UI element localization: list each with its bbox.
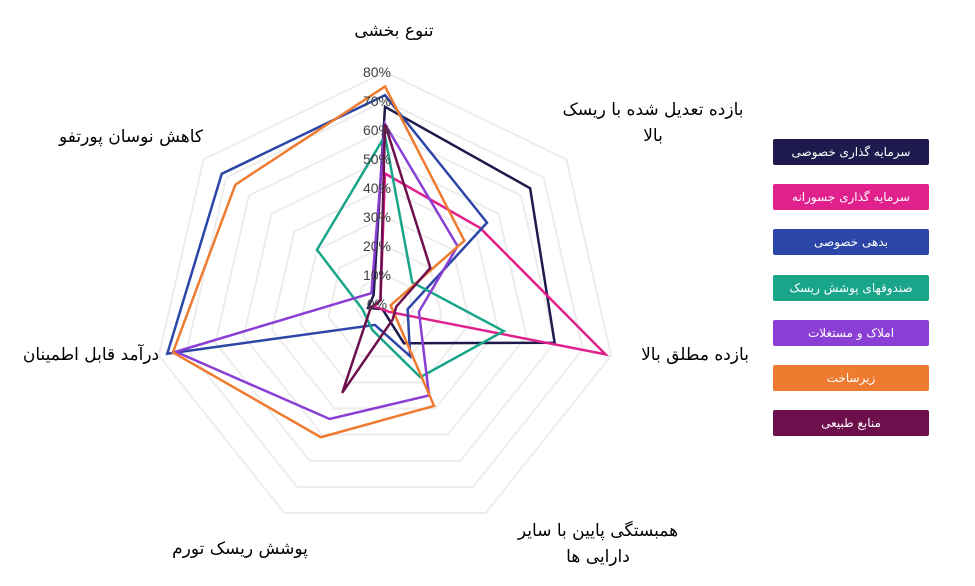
axis-label-absolute-return: بازده مطلق بالا	[641, 345, 749, 365]
legend-item-private-debt: بدهی خصوصی	[773, 229, 929, 256]
series-line-6	[171, 84, 466, 439]
radial-tick-label: 60%	[363, 122, 391, 138]
legend: سرمایه گذاری خصوصی سرمایه گذاری جسورانه …	[773, 139, 929, 455]
legend-item-hedge-funds: صندوقهای پوشش ریسک	[773, 274, 929, 301]
axis-label-volatility-reduction: کاهش نوسان پورتفو	[59, 127, 203, 147]
grid-ring	[270, 186, 500, 410]
axis-label-inflation-hedge: پوشش ریسک تورم	[172, 539, 308, 559]
series-line-7	[341, 123, 432, 394]
grid-ring	[299, 215, 471, 384]
series-line-1	[366, 104, 557, 345]
axis-label-diversification: تنوع بخشی	[354, 21, 434, 41]
radial-tick-label: 10%	[363, 267, 391, 283]
axis-label-reliable-income: درآمد قابل اطمینان	[22, 345, 160, 365]
grid-ring	[157, 70, 613, 515]
radial-tick-label: 30%	[363, 209, 391, 225]
series-line-3	[165, 93, 489, 360]
legend-item-natural-resources: منابع طبیعی	[773, 410, 929, 437]
radial-tick-label: 20%	[363, 238, 391, 254]
series-line-5	[172, 120, 460, 421]
grid-ring	[186, 99, 584, 488]
legend-item-private-equity: سرمایه گذاری خصوصی	[773, 139, 929, 165]
radial-tick-label: 40%	[363, 180, 391, 196]
axis-label-low-correlation: همبستگی پایین با سایر دارایی ها	[517, 521, 679, 567]
series-line-4	[315, 132, 507, 379]
legend-item-real-estate: املاک و مستغلات	[773, 319, 929, 346]
grid-ring	[214, 128, 556, 462]
radial-tick-label: 50%	[363, 151, 391, 167]
axis-label-risk-adjusted-return: بازده تعدیل شده با ریسک بالا	[562, 100, 744, 146]
radial-tick-label: 80%	[363, 64, 391, 80]
legend-item-venture-capital: سرمایه گذاری جسورانه	[773, 184, 929, 211]
grid-ring	[242, 157, 528, 436]
radial-tick-label: 70%	[363, 93, 391, 109]
radial-tick-label: 0%	[367, 296, 387, 312]
legend-item-infrastructure: زیرساخت	[773, 364, 929, 391]
